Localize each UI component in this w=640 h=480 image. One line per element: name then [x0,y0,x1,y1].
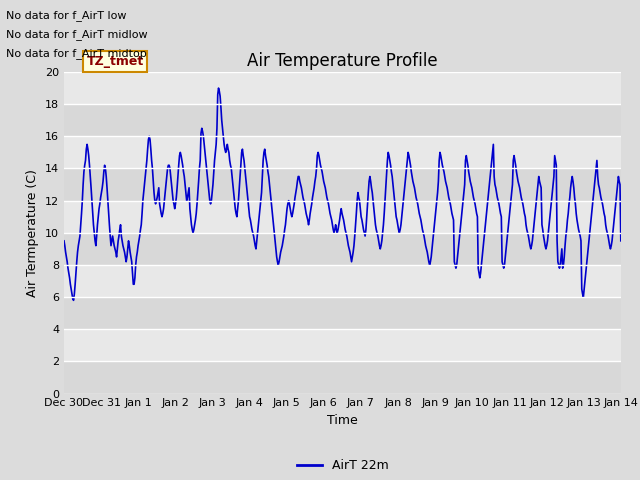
Text: No data for f_AirT midtop: No data for f_AirT midtop [6,48,147,59]
Title: Air Temperature Profile: Air Temperature Profile [247,52,438,71]
Legend: AirT 22m: AirT 22m [292,455,393,478]
Bar [64,233,621,265]
Bar [64,265,621,297]
Bar [64,136,621,168]
Bar [64,168,621,201]
Text: TZ_tmet: TZ_tmet [86,55,143,68]
Bar [64,104,621,136]
Bar [64,329,621,361]
Bar [64,201,621,233]
Bar [64,72,621,104]
Text: No data for f_AirT low: No data for f_AirT low [6,10,127,21]
X-axis label: Time: Time [327,414,358,427]
Bar [64,297,621,329]
Bar [64,361,621,394]
Text: No data for f_AirT midlow: No data for f_AirT midlow [6,29,148,40]
Y-axis label: Air Termperature (C): Air Termperature (C) [26,169,40,297]
